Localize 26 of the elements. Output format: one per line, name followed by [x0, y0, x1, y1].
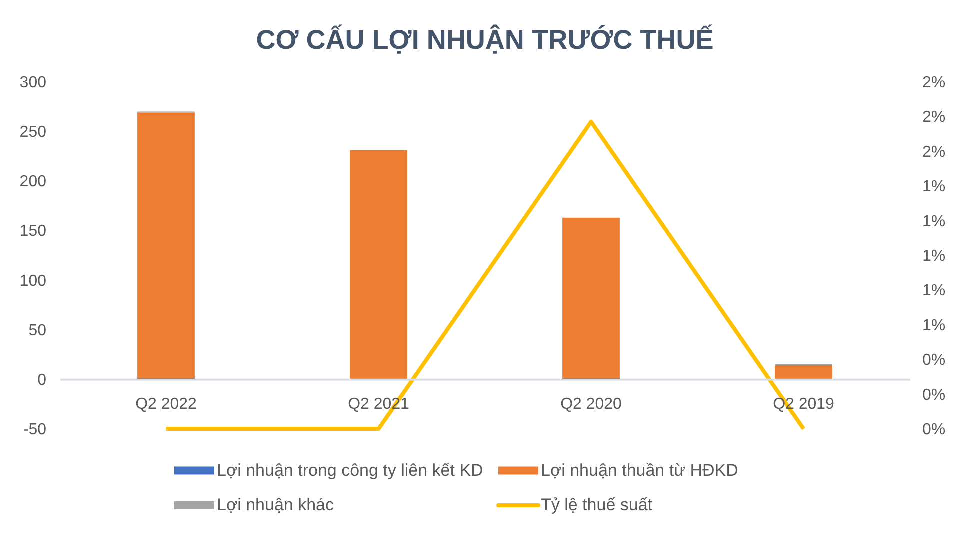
y2-tick-label: 0%	[922, 422, 946, 438]
y2-tick-label: 0%	[922, 352, 946, 370]
y-tick-label: 100	[20, 272, 47, 290]
y2-tick-label: 1%	[922, 213, 946, 230]
y2-tick-label: 1%	[922, 282, 946, 300]
y-tick-label: 300	[20, 74, 47, 92]
y2-tick-label: 0%	[922, 386, 946, 404]
x-tick-label: Q2 2022	[136, 396, 198, 413]
y-tick-label: 200	[20, 174, 47, 191]
y2-tick-label: 1%	[922, 248, 946, 265]
legend-label: Lợi nhuận trong công ty liên kết KD	[217, 460, 484, 480]
legend-label: Tỷ lệ thuế suất	[541, 496, 653, 514]
y-tick-label: 50	[28, 322, 47, 340]
chart-title: CƠ CẤU LỢI NHUẬN TRƯỚC THUẾ	[256, 24, 714, 55]
y-tick-label: -50	[23, 422, 47, 438]
y2-tick-label: 2%	[922, 109, 946, 126]
legend-label: Lợi nhuận thuần từ HĐKD	[541, 460, 738, 480]
legend-label: Lợi nhuận khác	[217, 496, 335, 514]
y2-tick-label: 2%	[922, 74, 946, 92]
y2-tick-label: 2%	[922, 144, 946, 161]
y-tick-label: 0	[38, 372, 47, 389]
y2-tick-label: 1%	[922, 178, 946, 196]
y-tick-label: 150	[20, 223, 47, 240]
y-tick-label: 250	[20, 124, 47, 142]
y2-tick-label: 1%	[922, 317, 946, 334]
x-tick-label: Q2 2020	[560, 396, 622, 413]
